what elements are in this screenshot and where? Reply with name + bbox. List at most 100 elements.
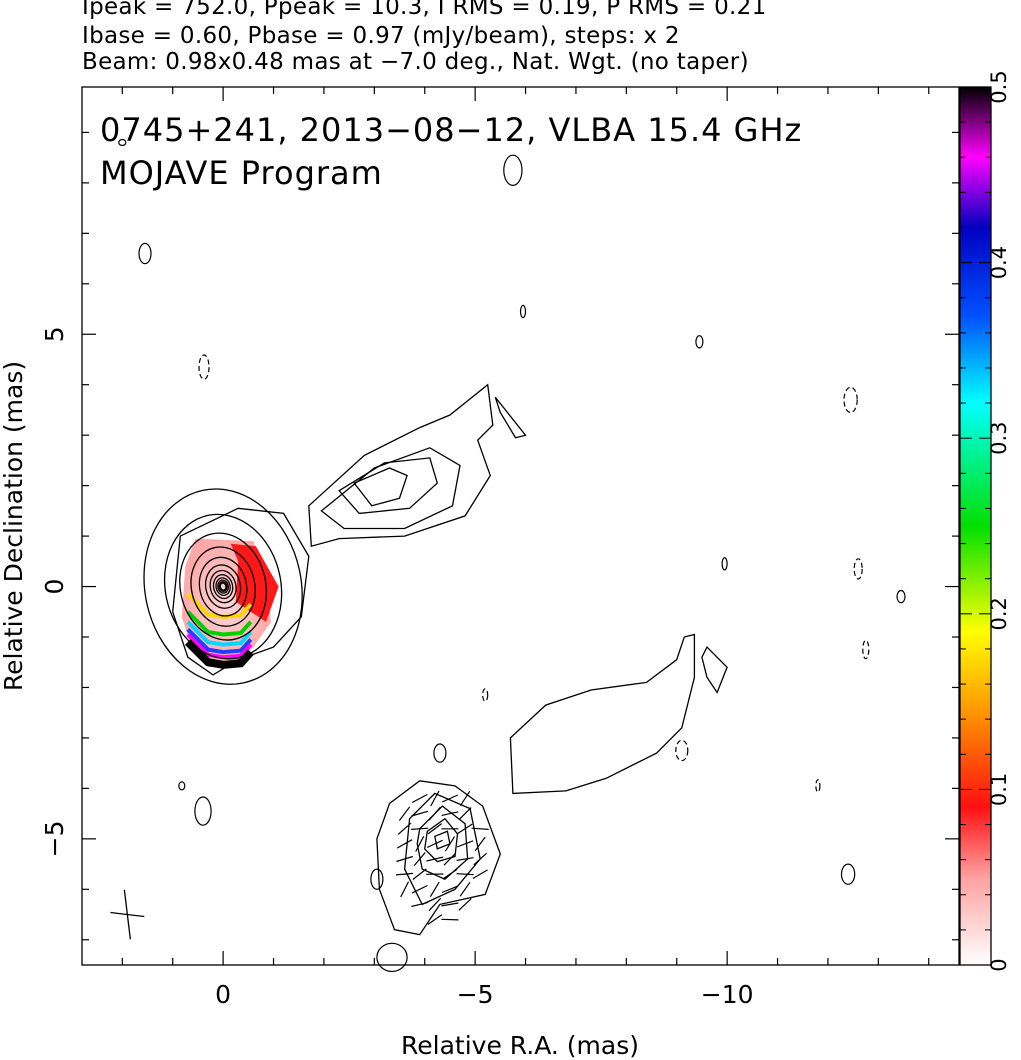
evpa-tick [459, 790, 471, 807]
fracpol-edge-band [186, 633, 253, 660]
jet-contour-ne [353, 467, 408, 507]
fracpol-edge-band [186, 620, 253, 647]
y-axis-label: Relative Declination (mas) [0, 361, 28, 691]
fracpol-edge-band [186, 627, 253, 655]
fracpol-edge-band [186, 592, 253, 619]
evpa-tick [429, 881, 440, 898]
evpa-tick [400, 881, 410, 898]
evpa-tick [428, 897, 442, 912]
noise-contour [695, 335, 704, 349]
evpa-tick [459, 881, 471, 897]
y-tick-label: 0 [40, 579, 69, 595]
evpa-tick [474, 836, 486, 852]
noise-contour [194, 796, 212, 826]
colorbar-tick-label: 0.2 [987, 597, 1011, 630]
evpa-tick [444, 836, 456, 852]
negative-contour [675, 739, 689, 762]
evpa-tick [456, 840, 474, 848]
core-envelope-contour [172, 507, 310, 676]
core-contour [219, 582, 227, 591]
chart-subtitle: MOJAVE Program [100, 154, 383, 192]
negative-contour [482, 688, 489, 702]
negative-contour [853, 558, 863, 580]
evpa-tick [395, 872, 414, 876]
fracpol-edge-band [186, 610, 253, 637]
evpa-tick [458, 898, 472, 911]
jet-contour-sw-extended [509, 633, 696, 795]
evpa-tick [412, 868, 427, 880]
evpa-tick [441, 811, 459, 816]
evpa-ticks [395, 790, 489, 925]
negative-contour [843, 386, 858, 414]
jet-contour-ne [320, 447, 461, 530]
evpa-tick [397, 822, 412, 835]
core-contour [179, 532, 268, 641]
evpa-tick [398, 806, 411, 821]
evpa-tick [441, 918, 459, 921]
colorbar-tick-label: 0.4 [987, 246, 1011, 279]
header-stats-line: Ipeak = 752.0, Ppeak = 10.3, I RMS = 0.1… [82, 0, 767, 20]
core-contour [204, 564, 242, 609]
core-contour [209, 569, 237, 604]
noise-contour [840, 863, 856, 885]
evpa-tick [458, 807, 472, 821]
core-contour [212, 574, 234, 600]
intensity-contours [118, 138, 906, 973]
evpa-tick [415, 836, 425, 852]
evpa-tick [441, 885, 459, 894]
header-base-line: Ibase = 0.60, Pbase = 0.97 (mJy/beam), s… [82, 23, 680, 49]
colorbar-ticks: 0 0.1 0.2 0.3 0.4 0.5 [960, 70, 1011, 972]
evpa-tick [457, 823, 473, 834]
negative-contour [815, 779, 821, 793]
colorbar-tick-label: 0 [987, 958, 1011, 971]
negative-contour [198, 354, 210, 380]
noise-contour [376, 942, 408, 973]
colorbar-tick-label: 0.1 [987, 773, 1011, 806]
chart-title: 0745+241, 2013−08−12, VLBA 15.4 GHz [100, 111, 802, 149]
noise-contour [519, 304, 527, 319]
core-contour [215, 577, 231, 596]
core-contour [190, 546, 256, 627]
plot-frame [81, 86, 960, 966]
evpa-tick [428, 806, 441, 821]
axis-ticks: 0 −5 −10 5 0 −5 [40, 87, 959, 1009]
evpa-tick [472, 869, 488, 880]
jet-contour-ne [338, 457, 439, 515]
core-contour [217, 579, 230, 594]
noise-contour [138, 242, 152, 265]
jet-contour-ne [494, 396, 527, 439]
jet-contour-sw-knot [424, 817, 459, 863]
evpa-tick [473, 852, 487, 866]
evpa-tick [427, 914, 443, 925]
noise-contour [896, 589, 906, 604]
fracpol-edge-band [184, 639, 254, 669]
y-tick-label: 5 [40, 326, 69, 342]
jet-contour-sw-knot [376, 780, 501, 936]
evpa-tick [443, 852, 457, 866]
evpa-tick [426, 839, 443, 849]
evpa-tick [411, 827, 429, 830]
fractional-polarization-map [181, 538, 279, 669]
evpa-tick [411, 884, 428, 894]
noise-contour [370, 868, 384, 890]
evpa-tick [456, 857, 474, 861]
x-tick-label: −5 [457, 980, 494, 1009]
evpa-tick [413, 852, 426, 866]
evpa-tick [426, 856, 444, 862]
jet-contour-sw-extended [701, 646, 728, 694]
y-tick-label: −5 [40, 820, 69, 857]
x-tick-label: −10 [701, 980, 754, 1009]
evpa-tick [442, 868, 458, 880]
beam-minor-axis [110, 911, 145, 918]
evpa-tick [441, 794, 459, 803]
evpa-tick [430, 790, 440, 807]
evpa-tick [411, 901, 429, 908]
x-axis-label: Relative R.A. (mas) [401, 1031, 639, 1060]
evpa-tick [427, 823, 443, 835]
noise-contour [503, 154, 523, 186]
evpa-tick [441, 902, 459, 907]
plot-area [110, 138, 906, 973]
evpa-tick [411, 810, 429, 817]
jet-contour-sw-knot [416, 805, 469, 880]
colorbar-tick-label: 0.5 [987, 70, 1011, 103]
